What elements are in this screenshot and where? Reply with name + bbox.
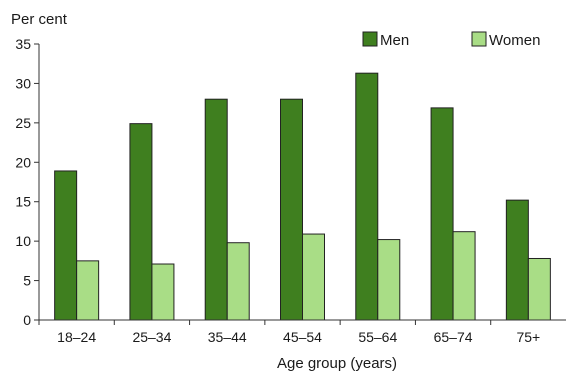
y-tick-label: 15 xyxy=(15,194,31,210)
bar-women xyxy=(527,257,551,321)
y-axis-title: Per cent xyxy=(11,11,68,28)
y-tick-label: 35 xyxy=(15,36,31,52)
legend-label-women: Women xyxy=(489,32,540,49)
x-tick-label: 65–74 xyxy=(434,329,473,345)
x-tick-label: 18–24 xyxy=(57,329,96,345)
bar-women xyxy=(302,233,325,321)
bar-women xyxy=(76,260,100,321)
bar-women xyxy=(226,242,250,321)
y-tick-label: 20 xyxy=(15,154,31,170)
bar-men xyxy=(430,107,454,321)
bar-men xyxy=(355,72,379,321)
x-tick-label: 25–34 xyxy=(132,329,171,345)
legend-label-men: Men xyxy=(380,32,409,49)
x-tick-label: 45–54 xyxy=(283,329,322,345)
y-tick-label: 30 xyxy=(15,75,31,91)
y-tick-label: 25 xyxy=(15,115,31,131)
y-tick-label: 0 xyxy=(23,312,31,328)
y-tick-label: 10 xyxy=(15,233,31,249)
x-tick-label: 55–64 xyxy=(358,329,397,345)
y-tick-label: 5 xyxy=(23,273,31,289)
legend: Men Women xyxy=(362,31,540,49)
bar-men xyxy=(505,199,529,321)
bar-women xyxy=(452,231,476,321)
y-axis: 0 5 10 15 20 25 30 35 xyxy=(15,36,40,328)
x-axis: 18–24 25–34 35–44 45–54 55–64 65–74 75+ xyxy=(38,319,566,345)
bar-men xyxy=(204,98,228,321)
x-axis-title: Age group (years) xyxy=(277,355,397,372)
bar-women xyxy=(377,239,401,321)
bar-women xyxy=(151,263,175,321)
x-tick-label: 75+ xyxy=(516,329,540,345)
legend-swatch-women xyxy=(471,31,487,47)
bar-men xyxy=(129,123,153,321)
legend-swatch-men xyxy=(362,31,378,47)
bar-men xyxy=(54,170,78,321)
bars xyxy=(54,72,551,321)
x-tick-label: 35–44 xyxy=(208,329,247,345)
bar-men xyxy=(280,98,303,321)
